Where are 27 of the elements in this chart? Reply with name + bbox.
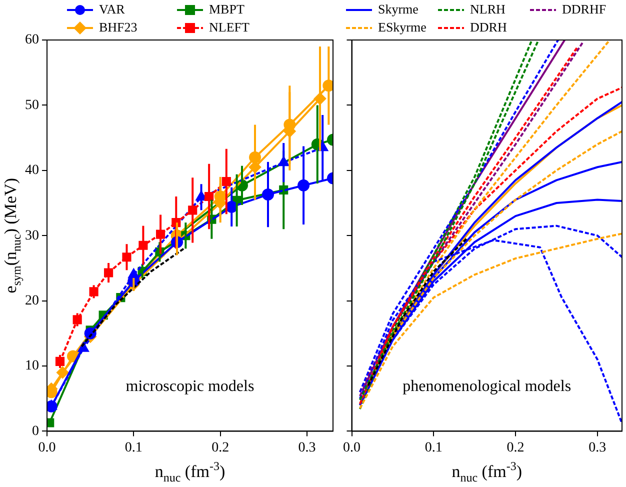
y-tick-label: 50	[25, 98, 39, 113]
annotation: phenomenological models	[402, 378, 572, 396]
x-tick-label: 0.1	[124, 440, 142, 456]
y-tick-label: 60	[25, 32, 39, 48]
legend-label: MBPT	[209, 1, 244, 16]
y-tick-label: 0	[32, 424, 39, 439]
y-tick-label: 30	[25, 228, 39, 244]
y-axis-title: esym(nnuc) (MeV)	[1, 178, 24, 294]
legend-label: DDRHF	[562, 1, 606, 16]
legend-label: Skyrme	[378, 1, 419, 16]
x-tick-label: 0.3	[298, 440, 316, 456]
legend-label: ESkyrme	[378, 19, 427, 34]
y-tick-label: 20	[25, 293, 39, 308]
annotation: microscopic models	[126, 378, 254, 396]
x-tick-label: 0.3	[588, 440, 606, 456]
x-tick-label: 0.2	[212, 440, 230, 456]
x-tick-label: 0.0	[343, 440, 360, 456]
legend-label: NLRH	[470, 1, 506, 16]
x-tick-label: 0.1	[424, 440, 442, 456]
x-tick-label: 0.0	[38, 440, 56, 456]
x-tick-label: 0.2	[506, 440, 524, 456]
legend-label: DDRH	[470, 19, 507, 34]
y-tick-label: 40	[25, 163, 39, 178]
y-tick-label: 10	[25, 358, 39, 374]
legend-label: BHF23	[99, 19, 138, 34]
legend-label: VAR	[99, 1, 126, 16]
legend-label: NLEFT	[209, 19, 250, 34]
